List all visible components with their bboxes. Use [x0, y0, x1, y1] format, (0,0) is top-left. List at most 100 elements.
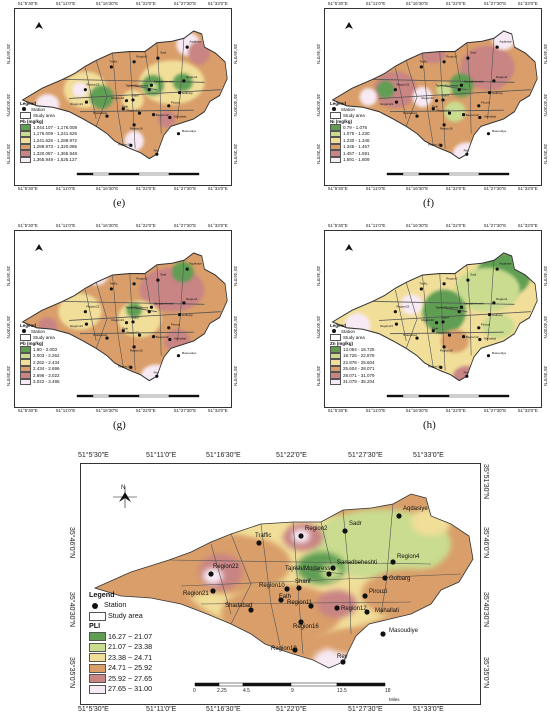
station-dot [124, 321, 129, 325]
legend-station-label: Station [31, 328, 46, 334]
class-5-label: 2.696 - 3.022 [33, 372, 60, 378]
district-boundary [69, 89, 221, 99]
station-label: Sanadbeheshti [337, 560, 377, 566]
surface-blob [89, 85, 114, 109]
x-tick-bottom-1: 51°5'30"E [18, 186, 38, 191]
station-label: Region19 [118, 364, 131, 368]
x-tick-top-3: 51°16'30"E [96, 1, 119, 6]
station-dot [137, 333, 142, 337]
district-boundary [230, 533, 252, 625]
legend-station-row: Station [330, 329, 375, 335]
district-boundary [405, 60, 418, 127]
legend-class-6: 1.591 - 1.809 [330, 156, 370, 164]
station-label: Masoudiye [182, 351, 197, 355]
station-dot [382, 575, 388, 581]
district-boundary [260, 523, 282, 651]
x-tick-top-6: 51°33'0"E [518, 223, 538, 228]
x-tick-bottom-4: 51°22'0"E [446, 408, 466, 413]
legend-class-2: 18.725 - 22.878 [330, 352, 375, 360]
surface-blob [321, 564, 341, 580]
station-label: Sadr [160, 51, 166, 55]
legend-variable: Zn (mg/kg) [330, 340, 353, 346]
station-dot [415, 114, 419, 118]
station-dot [155, 374, 159, 378]
station-dot [308, 603, 314, 609]
y-tick-right-2: 35°40'30"N [233, 94, 238, 117]
surface-blob [203, 568, 223, 584]
x-tick-top-6: 51°33'0"E [208, 1, 228, 6]
legend-class-2: 2.003 - 2.262 [20, 352, 60, 360]
legend-variable: Ni (mg/kg) [330, 118, 352, 124]
legend-e: Legend Station Study area Pb (mg/kg) 1,04… [20, 101, 78, 164]
station-dot [147, 88, 151, 92]
legend-class-6: 1,365.949 - 1,525.127 [20, 156, 77, 164]
legend-title: Legend [330, 101, 347, 106]
legend-class-5: 1,320.087 - 1,365.948 [20, 150, 77, 157]
x-tick-top-1: 51°5'30"E [328, 1, 348, 6]
x-tick-top-1: 51°5'30"E [78, 452, 109, 459]
station-dot [439, 365, 443, 369]
station-dot [393, 310, 397, 314]
station-dot [105, 336, 109, 340]
station-dot [393, 88, 397, 92]
legend-class-6: 27.65 ~ 31.00 [89, 684, 152, 694]
station-label: Region4 [397, 554, 420, 560]
legend-station-label: Station [104, 600, 127, 610]
scale-bar-segment [138, 172, 170, 176]
scale-label-5: 18 [385, 688, 391, 694]
station-label: Region12 [156, 335, 169, 339]
class-3-label: 1,241.626 - 1,289.972 [33, 137, 78, 143]
district-boundary [389, 109, 504, 113]
surface-blob [491, 30, 516, 51]
x-tick-top-4: 51°22'0"E [446, 1, 466, 6]
station-dot [185, 267, 189, 271]
x-tick-bottom-2: 51°11'0"E [56, 408, 76, 413]
station-dot [447, 111, 452, 115]
map-panel-g: Region22 Region21 Region2 Traffic Sadr Aqdasi… [0, 222, 238, 437]
legend-class-2: 1,176.009 - 1,241.626 [20, 130, 78, 138]
scale-bar-segment [194, 682, 220, 687]
class-2-label: 1,176.009 - 1,241.626 [33, 131, 78, 137]
surface-blob [126, 302, 142, 318]
station-dot [340, 659, 346, 665]
district-boundary [144, 51, 151, 83]
scale-label-1: 2.25 [217, 688, 227, 694]
station-label: Aqdasiye [499, 262, 512, 266]
station-label: Traffic [255, 533, 271, 539]
x-tick-bottom-4: 51°22'0"E [136, 408, 156, 413]
x-tick-bottom-2: 51°11'0"E [366, 408, 386, 413]
district-boundary [200, 601, 412, 605]
station-label: Region12 [466, 113, 479, 117]
station-dot [84, 322, 89, 326]
class-6-label: 3.022 - 3.495 [33, 379, 60, 385]
station-dot [457, 310, 461, 314]
x-tick-bottom-5: 51°27'30"E [174, 408, 197, 413]
surface-blob [412, 86, 433, 108]
district-boundary [292, 567, 344, 575]
station-dot [147, 310, 151, 314]
station-dot [459, 83, 464, 87]
station-label: Mahallati [174, 115, 186, 119]
surface-blob [157, 110, 176, 128]
scale-bar-segment [76, 172, 94, 176]
class-4-swatch [20, 365, 31, 373]
scale-bar-segment [418, 394, 450, 398]
class-1-label: 0.79 - 1.075 [343, 124, 368, 130]
x-tick-bottom-2: 51°11'0"E [146, 706, 177, 713]
station-label: Pirouzi [171, 101, 181, 105]
class-2-swatch [20, 352, 31, 360]
station-dot [168, 115, 172, 120]
station-dot [492, 79, 496, 83]
legend-study-area-row: Study area [20, 334, 60, 341]
scale-bar-segment [448, 172, 480, 176]
station-label: Region12 [156, 113, 169, 117]
x-tick-bottom-3: 51°16'30"E [406, 408, 429, 413]
x-tick-bottom-3: 51°16'30"E [96, 408, 119, 413]
class-6-swatch [20, 378, 31, 386]
district-boundary [379, 311, 531, 321]
station-dot [439, 143, 443, 147]
scale-bar-segment [218, 682, 244, 687]
station-dot [487, 313, 492, 317]
legend-study-area-label: Study area [343, 334, 365, 340]
station-label: Region10 [421, 318, 434, 322]
